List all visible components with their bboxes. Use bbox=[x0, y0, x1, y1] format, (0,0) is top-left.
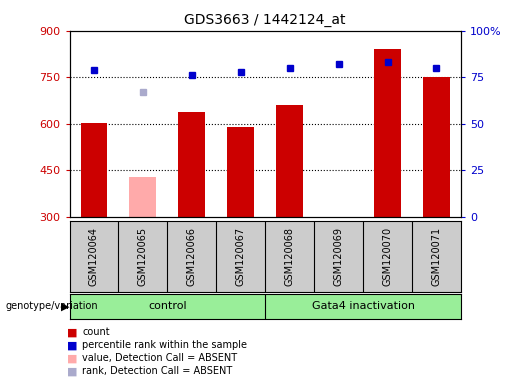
Text: Gata4 inactivation: Gata4 inactivation bbox=[312, 301, 415, 311]
Text: ■: ■ bbox=[67, 340, 77, 350]
Bar bbox=[129, 177, 157, 217]
Text: value, Detection Call = ABSENT: value, Detection Call = ABSENT bbox=[82, 353, 237, 363]
Text: ■: ■ bbox=[67, 353, 77, 363]
Text: ■: ■ bbox=[67, 327, 77, 337]
Text: GSM120071: GSM120071 bbox=[432, 227, 441, 286]
Text: GSM120066: GSM120066 bbox=[187, 227, 197, 286]
Bar bbox=[423, 77, 450, 217]
Text: GSM120064: GSM120064 bbox=[89, 227, 99, 286]
Bar bbox=[80, 123, 108, 217]
Text: ■: ■ bbox=[67, 366, 77, 376]
Text: percentile rank within the sample: percentile rank within the sample bbox=[82, 340, 247, 350]
Title: GDS3663 / 1442124_at: GDS3663 / 1442124_at bbox=[184, 13, 346, 27]
Text: GSM120069: GSM120069 bbox=[334, 227, 344, 286]
Bar bbox=[374, 50, 401, 217]
Text: GSM120070: GSM120070 bbox=[383, 227, 392, 286]
Text: genotype/variation: genotype/variation bbox=[5, 301, 98, 311]
Text: GSM120067: GSM120067 bbox=[236, 227, 246, 286]
Text: control: control bbox=[148, 301, 186, 311]
Text: count: count bbox=[82, 327, 110, 337]
Text: GSM120068: GSM120068 bbox=[285, 227, 295, 286]
Bar bbox=[178, 113, 205, 217]
Bar bbox=[276, 105, 303, 217]
Text: GSM120065: GSM120065 bbox=[138, 227, 148, 286]
Bar bbox=[227, 127, 254, 217]
Text: rank, Detection Call = ABSENT: rank, Detection Call = ABSENT bbox=[82, 366, 233, 376]
Text: ▶: ▶ bbox=[61, 301, 70, 311]
